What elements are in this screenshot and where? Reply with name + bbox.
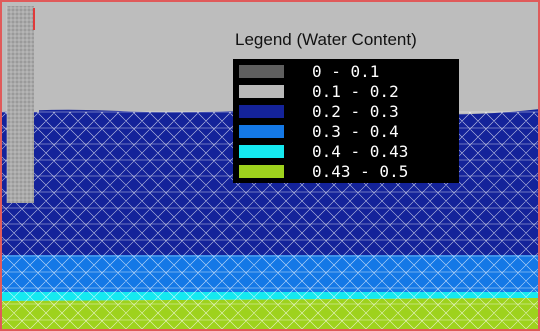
legend-swatch [239,65,284,78]
legend-item: 0.43 - 0.5 [233,162,459,182]
well-upper-section [34,6,39,112]
legend-swatch [239,85,284,98]
legend-item: 0.3 - 0.4 [233,122,459,142]
legend-item: 0 - 0.1 [233,62,459,82]
legend-label: 0.2 - 0.3 [312,102,399,121]
well-mesh [6,6,34,203]
well-column [7,6,34,203]
legend-item: 0.2 - 0.3 [233,102,459,122]
legend-swatch [239,125,284,138]
legend-item: 0.4 - 0.43 [233,142,459,162]
legend-label: 0.3 - 0.4 [312,122,399,141]
legend-swatch [239,145,284,158]
legend-title: Legend (Water Content) [235,30,417,49]
legend-item: 0.1 - 0.2 [233,82,459,102]
legend-swatch [239,165,284,178]
legend-label: 0.4 - 0.43 [312,142,409,161]
legend-box: 0 - 0.1 0.1 - 0.2 0.2 - 0.3 0.3 - 0.4 0.… [233,59,459,183]
legend-label: 0 - 0.1 [312,62,380,81]
legend-label: 0.43 - 0.5 [312,162,409,181]
well-mesh-lines [6,6,34,203]
legend-swatch [239,105,284,118]
zone-0.3-0.4 [0,255,540,292]
legend-label: 0.1 - 0.2 [312,82,399,101]
